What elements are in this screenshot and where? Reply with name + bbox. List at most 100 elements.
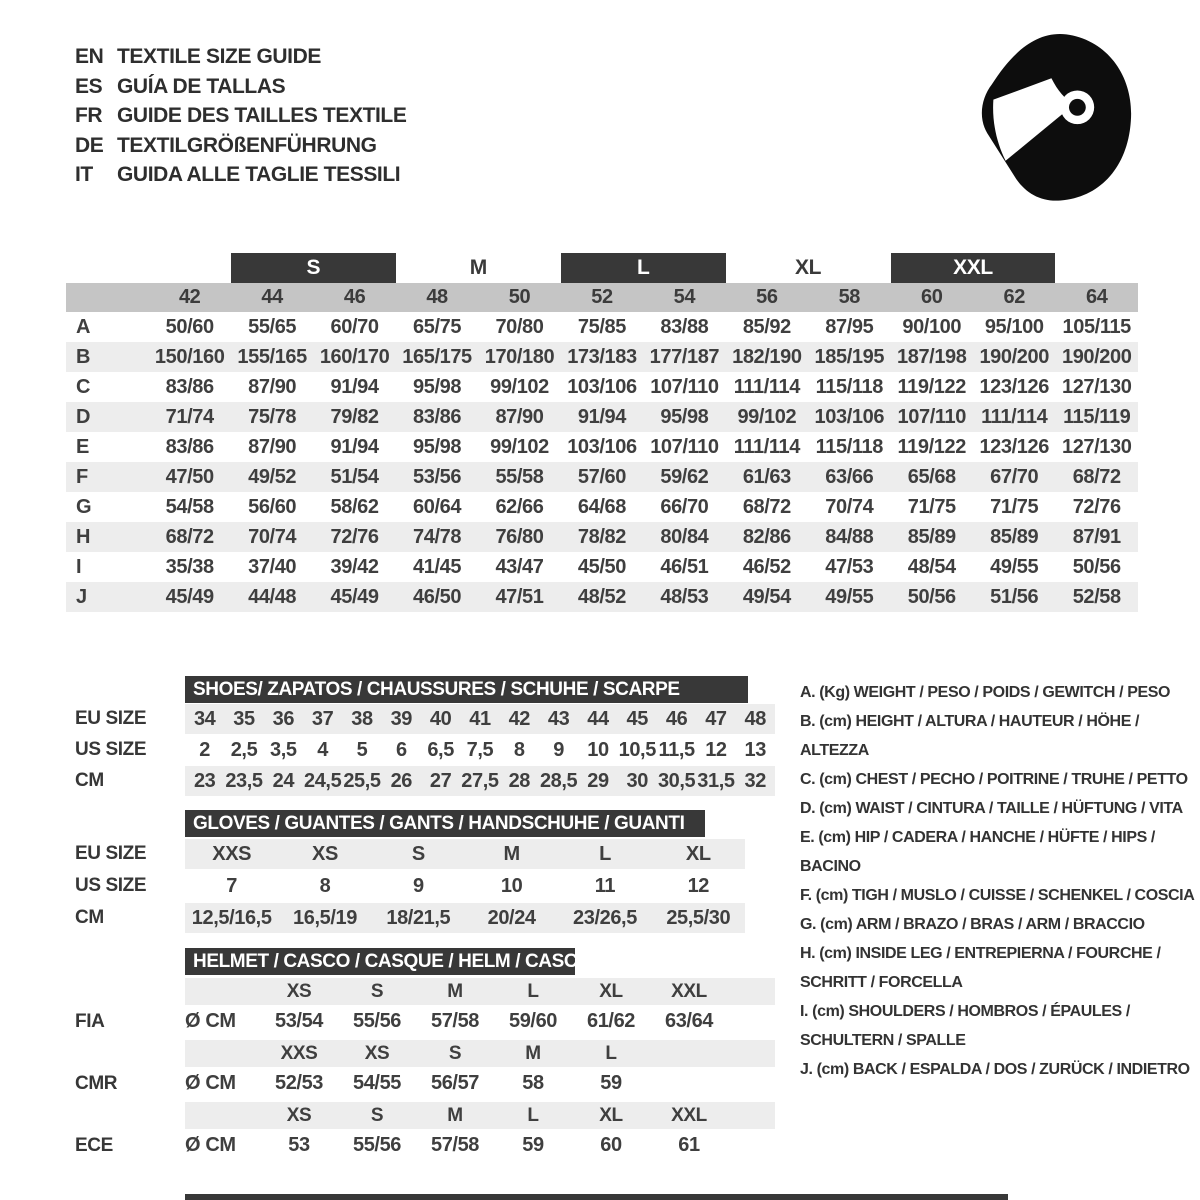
helmet-size-value: 57/58 <box>430 1134 480 1156</box>
language-title-row: ES GUÍA DE TALLAS <box>75 72 406 102</box>
textile-size-table: S M L XL XXL 42 44 46 48 50 52 54 56 58 60 62 64 A 50/60 55… <box>66 253 1138 612</box>
measurement-value: 91/94 <box>330 375 379 398</box>
size-value: 24,5 <box>303 770 342 792</box>
measurement-value: 74/78 <box>395 522 479 552</box>
row-values: XXS XS S M L XL <box>185 839 745 869</box>
diameter-unit-label: Ø CM <box>185 1072 236 1094</box>
numeric-size-label: 58 <box>808 283 891 312</box>
measurement-value: 68/72 <box>148 522 231 552</box>
measurement-value: 123/126 <box>979 375 1049 398</box>
measurement-value: 107/110 <box>890 402 973 432</box>
measurement-value: 49/55 <box>990 555 1039 578</box>
measurement-value: 78/82 <box>560 522 644 552</box>
size-value: 27,5 <box>461 770 499 792</box>
helmet-section-header: HELMET / CASCO / CASQUE / HELM / CASCO <box>185 948 575 975</box>
measurement-value: 83/86 <box>395 402 479 432</box>
size-value: 23,5 <box>225 770 263 792</box>
shoes-size-table: SHOES/ ZAPATOS / CHAUSSURES / SCHUHE / S… <box>75 676 780 796</box>
size-value: 25,5/30 <box>666 907 731 929</box>
measurement-row: G 54/58 56/60 58/62 60/64 62/66 64/68 66/70 68/7… <box>66 492 1138 522</box>
size-value: 2 <box>199 739 211 761</box>
measurement-value: 105/115 <box>1062 315 1132 338</box>
size-value: 47 <box>705 708 727 730</box>
numeric-size-label: 46 <box>313 283 396 312</box>
measurement-row: E 83/86 87/90 91/94 95/98 99/102 103/106 107/11… <box>66 432 1138 462</box>
measurement-value: 177/187 <box>643 342 726 372</box>
measurement-value: 56/60 <box>248 495 297 518</box>
measurement-value: 47/53 <box>825 555 874 578</box>
size-value: S <box>411 843 425 865</box>
measurement-value: 71/75 <box>990 495 1039 518</box>
legend-item: I. (cm) SHOULDERS / HOMBROS / ÉPAULES / … <box>800 1003 1130 1049</box>
measurement-value: 37/40 <box>248 555 297 578</box>
measurement-value: 190/200 <box>972 342 1056 372</box>
helmet-size-label: XL <box>599 981 623 1002</box>
measurement-value: 55/65 <box>248 315 297 338</box>
helmet-size-value: 58 <box>522 1072 544 1094</box>
measurement-key: I <box>76 555 82 578</box>
row-label: EU SIZE <box>75 708 147 729</box>
size-value: 32 <box>744 770 767 792</box>
row-values: 7 8 9 10 11 12 <box>185 871 745 901</box>
legend-item: C. (cm) CHEST / PECHO / POITRINE / TRUHE… <box>800 771 1188 788</box>
size-group-label: S <box>230 253 396 283</box>
measurement-value: 91/94 <box>330 435 379 458</box>
helmet-size-value: 56/57 <box>430 1072 480 1094</box>
measurement-key: H <box>66 522 149 552</box>
measurement-value: 170/180 <box>478 342 561 372</box>
language-code: ES <box>75 74 103 98</box>
size-value: 45 <box>626 708 649 730</box>
measurement-value: 103/106 <box>567 375 637 398</box>
size-row: US SIZE 7 8 9 10 11 12 <box>75 871 780 901</box>
measurement-value: 187/198 <box>890 342 973 372</box>
size-value: 35 <box>233 708 255 730</box>
legend-item: G. (cm) ARM / BRAZO / BRAS / ARM / BRACC… <box>800 916 1145 933</box>
numeric-size-label: 42 <box>148 283 231 312</box>
spacer-cell <box>66 283 149 312</box>
measurement-value: 115/118 <box>815 375 884 398</box>
row-label: CM <box>75 907 104 928</box>
measurement-value: 39/42 <box>330 555 379 578</box>
measurement-row: C 83/86 87/90 91/94 95/98 99/102 103/106 107/11… <box>66 372 1138 402</box>
guide-title: GUIDA ALLE TAGLIE TESSILI <box>117 163 401 186</box>
size-value: 31,5 <box>697 770 735 792</box>
measurement-value: 58/62 <box>330 495 379 518</box>
language-code: IT <box>75 163 93 186</box>
size-value: 23/26,5 <box>573 907 637 929</box>
helmet-size-value: 54/55 <box>352 1072 402 1094</box>
size-value: 8 <box>319 875 331 897</box>
measurement-value: 127/130 <box>1061 435 1132 458</box>
language-code: FR <box>75 104 103 127</box>
size-group-label: L <box>560 253 726 283</box>
measurement-value: 55/58 <box>478 462 561 492</box>
helmet-size-table: HELMET / CASCO / CASQUE / HELM / CASCO X… <box>75 948 780 1162</box>
cropped-next-section-bar <box>185 1194 1008 1200</box>
size-value: 16,5/19 <box>293 907 357 929</box>
size-value: 36 <box>272 708 295 730</box>
numeric-size-label: 50 <box>478 283 561 312</box>
helmet-size-label: XS <box>364 1043 390 1064</box>
size-value: M <box>503 843 521 865</box>
helmet-size-label: XXL <box>671 981 707 1002</box>
size-row: EU SIZE XXS XS S M L XL <box>75 839 780 869</box>
helmet-sizes-row: XS S M L XL XXL <box>185 1102 775 1129</box>
size-value: 10 <box>500 875 523 897</box>
size-value: 28,5 <box>539 770 578 792</box>
gloves-section-header: GLOVES / GUANTES / GANTS / HANDSCHUHE / … <box>185 810 705 837</box>
measurement-value: 64/68 <box>577 495 626 518</box>
measurement-value: 67/70 <box>972 462 1056 492</box>
size-value: 38 <box>351 708 373 730</box>
size-value: 3,5 <box>270 739 297 761</box>
spacer-cell <box>185 1102 260 1129</box>
row-values: 12,5/16,5 16,5/19 18/21,5 20/24 23/26,5 25,5/… <box>185 903 745 933</box>
numeric-size-label: 52 <box>560 283 644 312</box>
measurement-value: 70/80 <box>495 315 544 338</box>
measurement-value: 49/54 <box>725 582 809 612</box>
size-value: 28 <box>508 770 531 792</box>
row-label: EU SIZE <box>75 843 147 864</box>
measurement-value: 155/165 <box>230 342 314 372</box>
helmet-size-value: 60 <box>600 1134 622 1156</box>
size-value: 41 <box>469 708 491 730</box>
measurement-value: 173/183 <box>560 342 644 372</box>
helmet-values-row: FIA Ø CM 53/54 55/56 57/58 59/60 61/62 63/64 <box>75 1005 780 1038</box>
